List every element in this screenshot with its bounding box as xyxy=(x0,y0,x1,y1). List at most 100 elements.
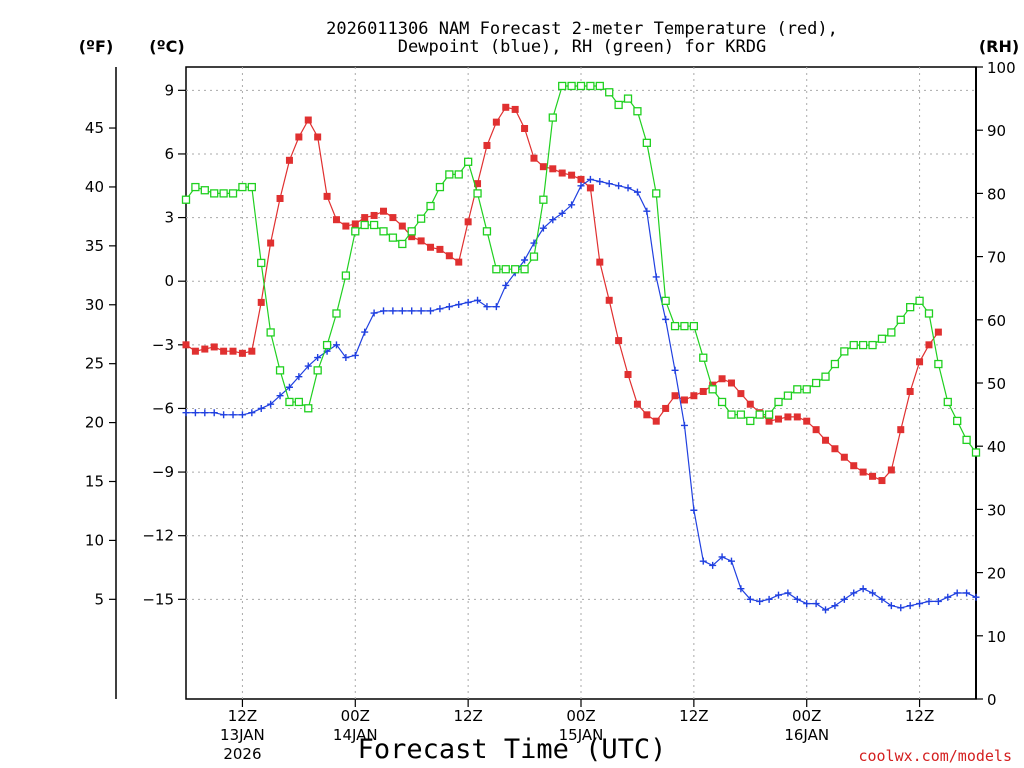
temperature-point xyxy=(605,296,613,304)
temperature-point xyxy=(568,171,576,179)
temperature-line xyxy=(185,106,939,482)
celsius-tick-label: 9 xyxy=(164,81,174,99)
rh-tick-label: 60 xyxy=(987,312,1006,330)
dewpoint-point xyxy=(737,585,745,593)
rh-point xyxy=(511,265,520,274)
rh-point xyxy=(351,227,360,236)
rh-point xyxy=(360,220,369,230)
axis-ticks: −15 −12 −9 −6 −3 0 3 6 9 5 10 15 20 25 30 35 40 45 0 10 20 30… xyxy=(85,59,1016,763)
dewpoint-point xyxy=(680,421,688,429)
rh-point xyxy=(652,189,661,198)
temperature-point xyxy=(257,298,265,306)
temperature-point xyxy=(285,156,293,164)
dewpoint-point xyxy=(549,216,557,224)
temperature-point xyxy=(558,169,566,177)
rh-point xyxy=(915,296,924,305)
temperature-point xyxy=(652,417,660,425)
dewpoint-point xyxy=(248,409,256,417)
dewpoint-point xyxy=(869,589,877,597)
dewpoint-point xyxy=(445,303,453,311)
rh-point xyxy=(689,321,699,331)
dewpoint-point xyxy=(427,307,435,315)
rh-point xyxy=(699,353,708,362)
dewpoint-point xyxy=(624,184,632,192)
dewpoint-point xyxy=(709,561,717,569)
temperature-point xyxy=(925,341,933,349)
temperature-point xyxy=(784,413,792,421)
dewpoint-point xyxy=(586,175,594,183)
celsius-axis-unit: (ºC) xyxy=(149,37,184,56)
temperature-point xyxy=(323,192,331,200)
dewpoint-point xyxy=(840,595,848,603)
rh-point xyxy=(369,220,379,230)
dewpoint-point xyxy=(464,298,472,306)
temperature-point xyxy=(370,211,378,219)
temperature-point xyxy=(511,105,519,113)
dewpoint-point xyxy=(257,404,265,412)
time-tick-label: 12Z xyxy=(453,707,482,725)
dewpoint-point xyxy=(389,307,397,315)
rh-point xyxy=(492,265,501,274)
dewpoint-point xyxy=(746,595,754,603)
temperature-point xyxy=(643,411,651,419)
temperature-point xyxy=(210,343,218,351)
dewpoint-point xyxy=(285,383,293,391)
fahrenheit-tick-label: 15 xyxy=(85,472,104,490)
rh-point xyxy=(426,201,435,211)
temperature-point xyxy=(304,116,312,124)
temperature-point xyxy=(483,141,491,149)
rh-tick-label: 50 xyxy=(987,375,1006,393)
temperature-point xyxy=(831,445,839,453)
chart-title-line-2: Dewpoint (blue), RH (green) for KRDG xyxy=(398,37,766,57)
fahrenheit-axis-unit: (ºF) xyxy=(79,37,114,56)
celsius-tick-label: −3 xyxy=(152,336,174,354)
temperature-point xyxy=(737,390,745,398)
rh-point xyxy=(736,410,746,419)
fahrenheit-tick-label: 30 xyxy=(85,296,104,314)
dewpoint-point xyxy=(483,303,491,311)
time-tick-label: 12Z xyxy=(905,707,934,725)
celsius-tick-label: 0 xyxy=(164,272,174,290)
dewpoint-point xyxy=(539,224,547,232)
series-temperature xyxy=(182,103,942,485)
temperature-point xyxy=(803,417,811,425)
rh-point xyxy=(304,404,313,413)
credit-text: coolwx.com/models xyxy=(858,747,1012,765)
temperature-point xyxy=(342,222,350,230)
dewpoint-point xyxy=(220,411,228,419)
time-tick-label: 12Z xyxy=(228,707,257,725)
dewpoint-point xyxy=(455,301,463,309)
rh-point xyxy=(266,328,275,337)
dewpoint-point xyxy=(887,602,895,610)
dewpoint-point xyxy=(633,188,641,196)
dewpoint-point xyxy=(502,281,510,289)
dewpoint-point xyxy=(652,273,660,281)
rh-point xyxy=(388,233,398,242)
chart-title-line-1: 2026011306 NAM Forecast 2-meter Temperat… xyxy=(326,19,838,39)
fahrenheit-tick-label: 10 xyxy=(85,531,104,549)
rh-point xyxy=(313,366,322,375)
dewpoint-point xyxy=(934,597,942,605)
time-tick-label: 00Z xyxy=(566,707,595,725)
temperature-point xyxy=(464,218,472,226)
rh-point xyxy=(868,340,877,350)
temperature-point xyxy=(436,245,444,253)
temperature-point xyxy=(455,258,463,266)
temperature-point xyxy=(398,222,406,230)
rh-point xyxy=(924,309,934,318)
dewpoint-point xyxy=(342,354,350,362)
dewpoint-point xyxy=(370,309,378,317)
temperature-point xyxy=(615,337,623,345)
temperature-point xyxy=(662,404,670,412)
dewpoint-point xyxy=(474,296,482,304)
temperature-point xyxy=(539,163,547,171)
temperature-point xyxy=(332,216,340,224)
temperature-point xyxy=(502,103,510,111)
temperature-point xyxy=(822,436,830,444)
temperature-point xyxy=(530,154,538,162)
rh-point xyxy=(454,170,463,179)
dewpoint-point xyxy=(238,411,246,419)
time-tick-date-label: 16JAN xyxy=(784,726,829,744)
rh-point xyxy=(539,195,548,204)
rh-point xyxy=(633,107,642,116)
